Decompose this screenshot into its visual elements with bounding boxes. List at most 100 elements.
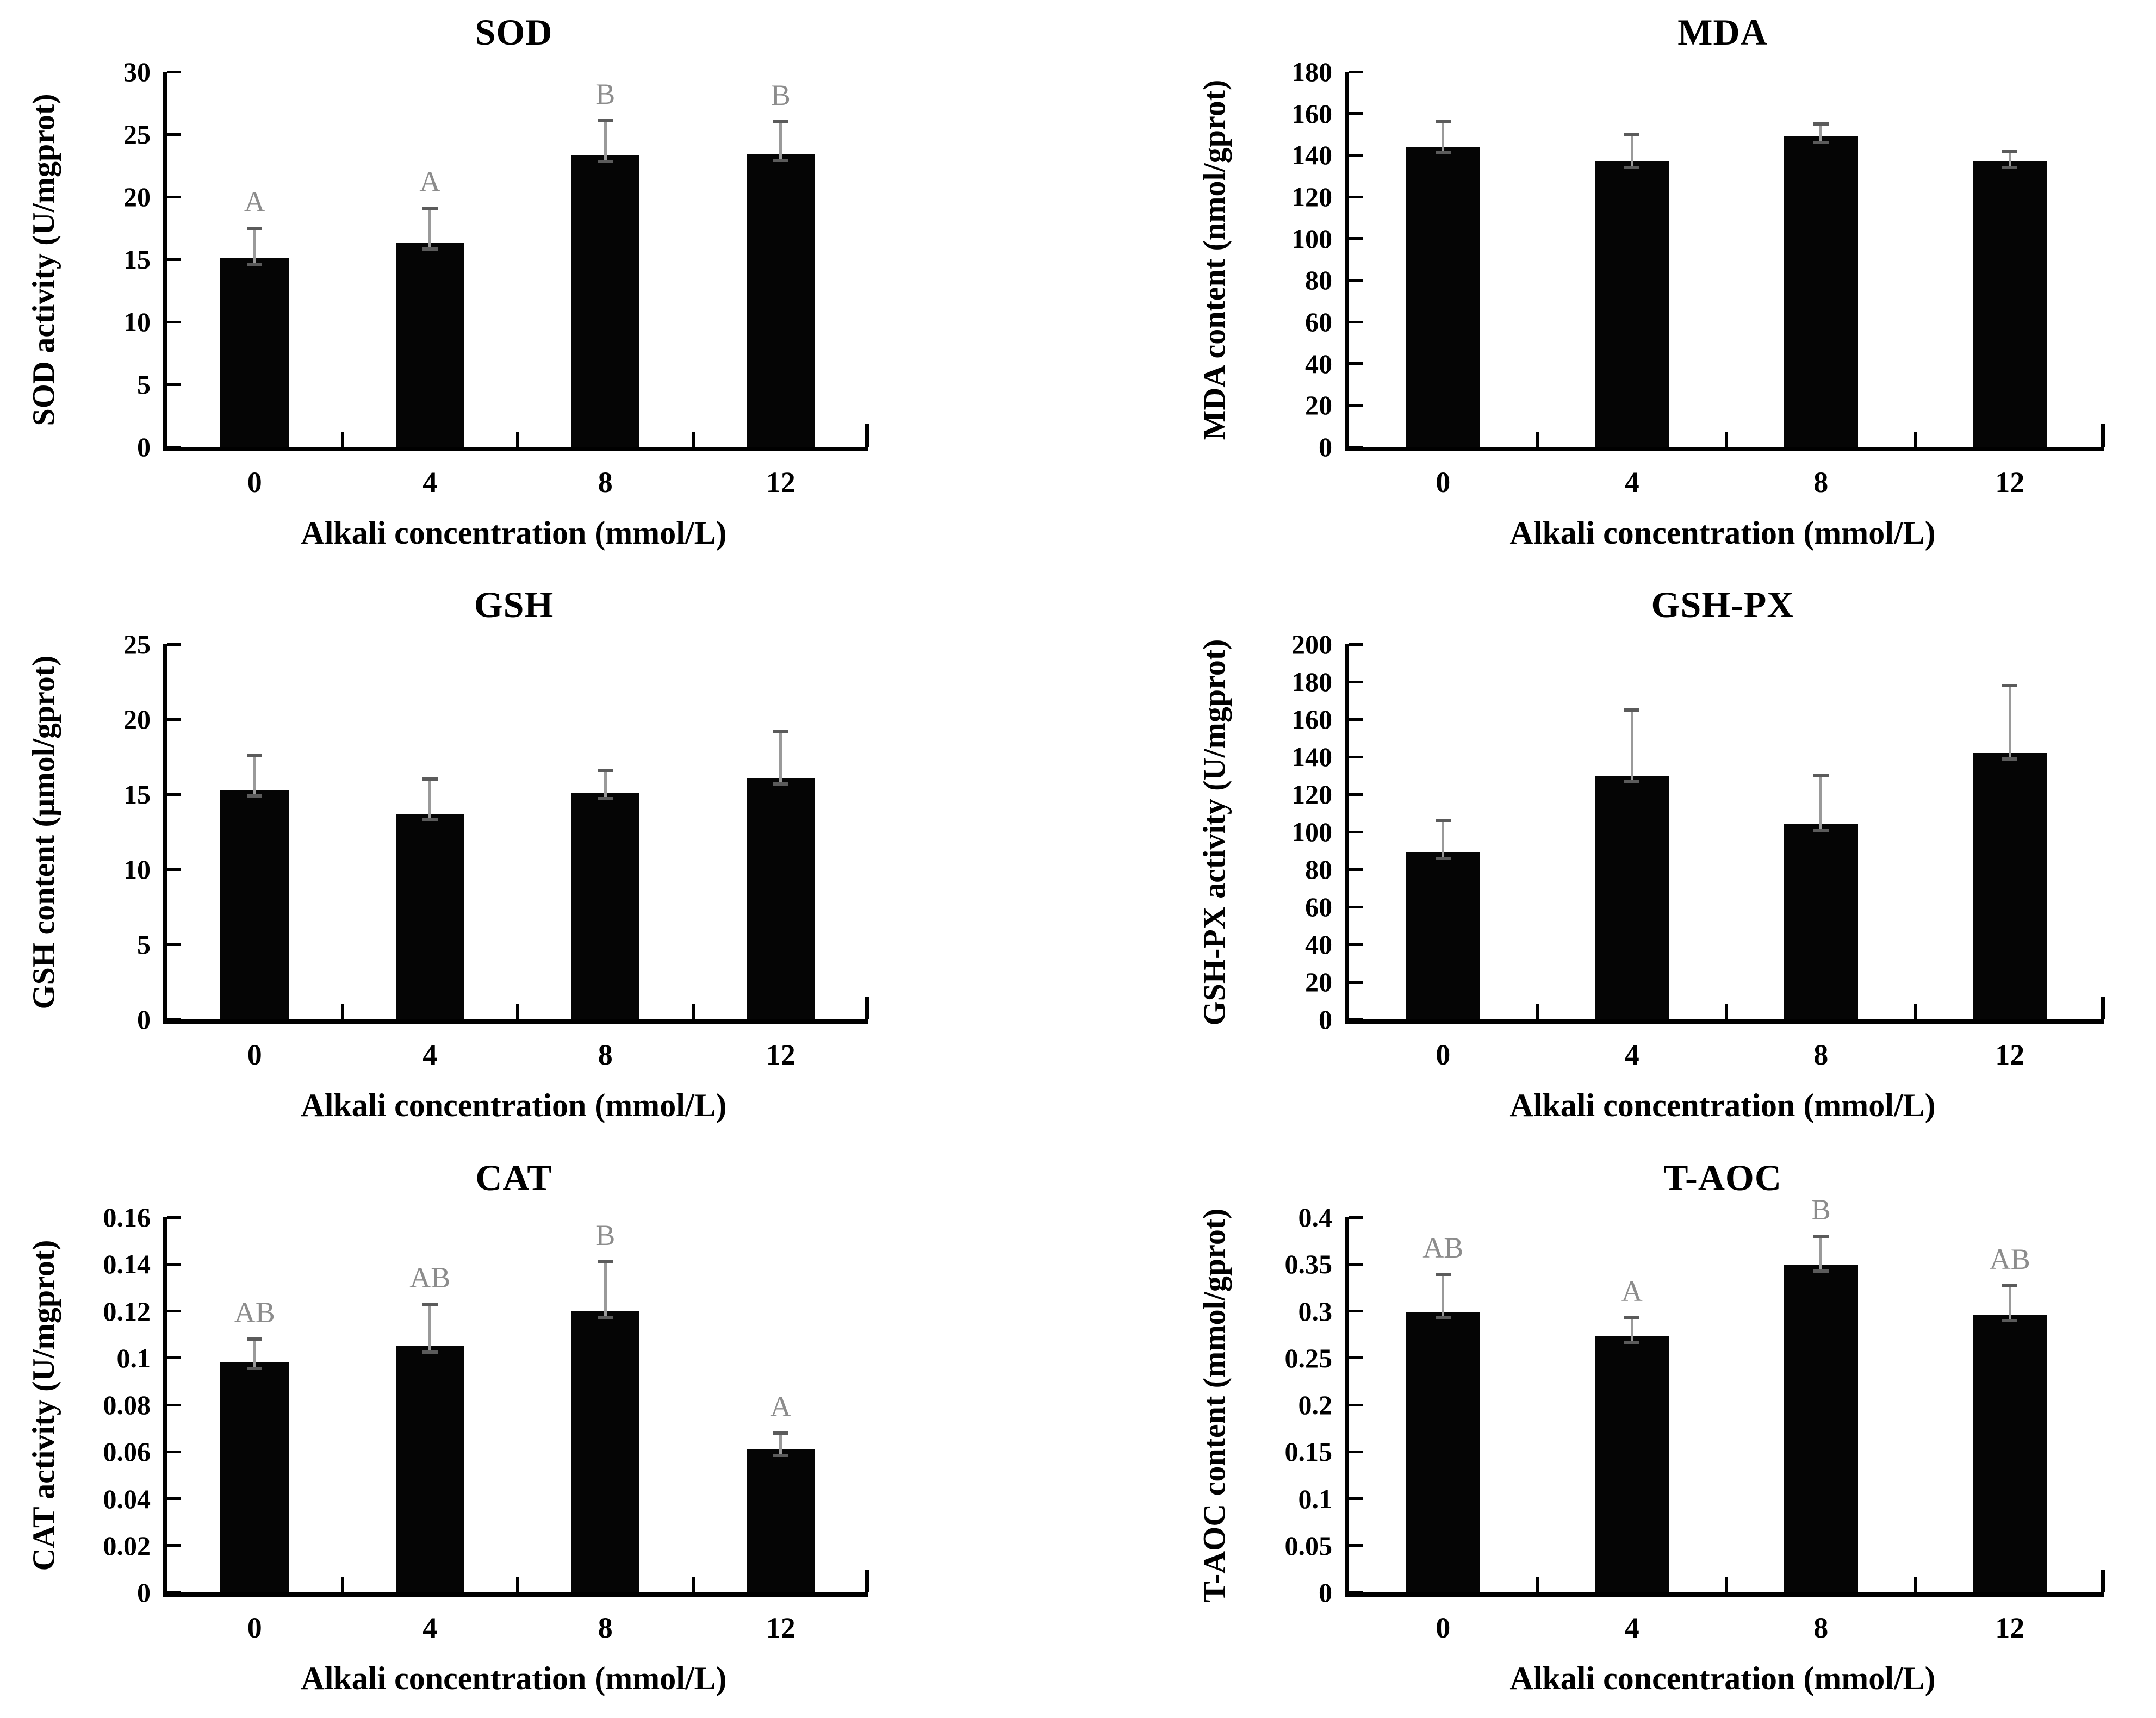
y-tick-label: 0.05 (1284, 1530, 1333, 1561)
chart-title-taoc: T-AOC (1663, 1157, 1782, 1198)
x-tick-label: 4 (1624, 1611, 1639, 1644)
bar-0 (1406, 147, 1480, 447)
y-tick-label: 60 (1305, 892, 1332, 922)
error-bar-cap-top (2002, 1284, 2018, 1287)
error-bar-line (1442, 122, 1445, 153)
y-tick-label: 0 (1319, 1004, 1332, 1035)
bar-8 (571, 793, 640, 1019)
x-tick-label: 4 (422, 1038, 438, 1071)
y-tick-label: 180 (1291, 57, 1332, 87)
x-tick-mark (516, 1577, 519, 1592)
y-tick-mark (1349, 1356, 1363, 1360)
y-tick-label: 15 (123, 244, 151, 275)
x-tick-label: 4 (1624, 466, 1639, 499)
error-bar-line (253, 228, 256, 265)
error-bar-line (1819, 1236, 1823, 1272)
significance-letter: A (244, 185, 265, 218)
x-tick-label: 0 (1436, 466, 1451, 499)
bar-8 (571, 1311, 640, 1592)
significance-letter: A (770, 1390, 792, 1423)
y-tick-mark (1349, 278, 1363, 282)
error-bar-line (428, 779, 432, 820)
x-tick-mark (516, 1004, 519, 1019)
y-tick-mark (167, 1310, 181, 1312)
error-bar-cap-bottom (422, 818, 438, 821)
error-bar-cap-bottom (2002, 165, 2018, 169)
x-tick-mark (1725, 1577, 1728, 1592)
bar-0 (220, 1362, 289, 1592)
plot-area-mda: 0 20 40 60 80 100 120 140 160 180 0 4 8 12 (1291, 57, 2105, 499)
y-tick-mark (1349, 320, 1363, 323)
y-tick-label: 200 (1291, 629, 1332, 659)
x-tick-label: 12 (766, 466, 796, 499)
x-tick-label: 4 (1624, 1038, 1639, 1071)
error-bar-cap-top (2002, 683, 2018, 687)
x-tick-label: 0 (247, 1038, 262, 1071)
y-tick-label: 40 (1305, 929, 1332, 960)
error-bar-cap-top (1624, 1316, 1640, 1319)
y-tick-label: 180 (1291, 667, 1332, 697)
error-bar-line (1442, 820, 1445, 859)
y-tick-label: 20 (1305, 390, 1332, 421)
error-bar-cap-top (247, 754, 263, 757)
x-tick-mark (1913, 432, 1917, 447)
error-bar-cap-top (1813, 774, 1829, 777)
y-tick-label: 20 (123, 182, 151, 212)
x-tick-mark (691, 1004, 695, 1019)
error-bar-cap-bottom (1624, 780, 1640, 783)
x-axis-label-sod: Alkali concentration (mmol/L) (301, 515, 727, 551)
y-tick-label: 25 (123, 119, 151, 150)
error-bar-cap-top (773, 120, 788, 123)
y-tick-label: 60 (1305, 307, 1332, 337)
y-tick-label: 10 (123, 307, 151, 337)
significance-letter: B (771, 79, 791, 111)
y-tick-label: 0.12 (103, 1296, 151, 1327)
x-axis-label-gsh: Alkali concentration (mmol/L) (301, 1087, 727, 1123)
error-bar-line (1630, 134, 1633, 168)
error-bar-line (1630, 1317, 1633, 1343)
y-tick-label: 0.08 (103, 1390, 151, 1420)
chart-title-gsh: GSH (474, 584, 554, 625)
y-tick-mark (167, 258, 181, 261)
y-tick-mark (167, 1262, 181, 1266)
x-tick-label: 0 (1436, 1038, 1451, 1071)
x-tick-mark (691, 432, 695, 447)
x-tick-mark (691, 1577, 695, 1592)
y-tick-label: 0.14 (103, 1249, 151, 1280)
x-tick-label: 4 (422, 1611, 438, 1644)
x-axis-label-cat: Alkali concentration (mmol/L) (301, 1660, 727, 1696)
chart-title-sod: SOD (475, 11, 553, 53)
y-tick-mark (167, 445, 181, 449)
error-bar-cap-bottom (247, 1367, 263, 1371)
error-bar-cap-top (773, 730, 788, 733)
y-tick-mark (1349, 112, 1363, 115)
error-bar-line (2008, 1285, 2011, 1322)
x-tick-label: 8 (1813, 1611, 1829, 1644)
significance-letter: B (595, 1218, 616, 1252)
bar-8 (571, 155, 640, 447)
x-tick-mark (340, 1577, 344, 1592)
error-bar-cap-bottom (1435, 1316, 1451, 1320)
error-bar-line (428, 208, 432, 250)
bar-12 (1973, 753, 2047, 1019)
y-tick-mark (1349, 1018, 1363, 1021)
y-tick-label: 5 (137, 369, 151, 400)
y-tick-mark (1349, 643, 1363, 646)
error-bar-cap-bottom (773, 1453, 788, 1457)
bar-0 (220, 258, 289, 447)
y-tick-label: 0 (137, 1577, 151, 1608)
bar-8 (1784, 824, 1858, 1019)
y-tick-label: 30 (123, 57, 151, 87)
error-bar-cap-bottom (598, 160, 613, 164)
y-tick-label: 120 (1291, 182, 1332, 212)
y-tick-label: 0.25 (1284, 1342, 1333, 1373)
plot-area-cat: 0 0.02 0.04 0.06 0.08 0.1 0.12 0.14 0.16 AB 0 AB 4 B 8… (103, 1202, 869, 1644)
y-tick-label: 0.06 (103, 1436, 151, 1467)
y-tick-mark (1349, 793, 1363, 796)
y-tick-mark (167, 868, 181, 871)
y-tick-mark (167, 1018, 181, 1021)
x-axis-end-tick (865, 997, 869, 1019)
x-tick-label: 12 (766, 1611, 796, 1644)
bar-4 (1595, 775, 1669, 1019)
error-bar-cap-top (1435, 819, 1451, 823)
